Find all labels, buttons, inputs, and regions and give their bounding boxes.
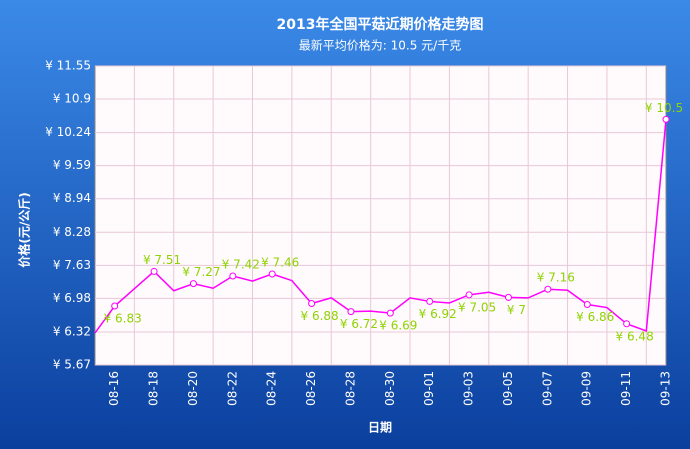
x-tick-label: 08-22 <box>225 371 239 406</box>
data-point <box>347 308 355 316</box>
data-label: ¥ 7.46 <box>261 255 299 269</box>
data-point <box>662 115 670 123</box>
chart-subtitle: 最新平均价格为: 10.5 元/千克 <box>299 38 461 53</box>
data-label: ¥ 6.69 <box>379 319 417 333</box>
data-point <box>544 285 552 293</box>
y-tick-label: ¥ 6.32 <box>53 324 91 338</box>
data-label: ¥ 7.42 <box>222 258 260 272</box>
y-tick-label: ¥ 8.94 <box>53 191 91 205</box>
data-point <box>426 297 434 305</box>
y-tick-label: ¥ 10.24 <box>45 125 91 139</box>
data-point <box>504 293 512 301</box>
x-tick-label: 09-05 <box>501 371 515 406</box>
x-axis-label: 日期 <box>368 420 392 435</box>
data-label: ¥ 7.51 <box>143 253 181 267</box>
y-axis-label: 价格(元/公斤) <box>17 192 32 267</box>
data-point <box>583 300 591 308</box>
y-tick-label: ¥ 6.98 <box>53 291 91 305</box>
x-tick-label: 08-20 <box>186 371 200 406</box>
data-label: ¥ 7.27 <box>182 265 220 279</box>
y-tick-label: ¥ 5.67 <box>53 358 91 372</box>
data-label: ¥ 6.88 <box>301 309 339 323</box>
x-tick-label: 08-16 <box>107 371 121 406</box>
x-tick-label: 09-01 <box>422 371 436 406</box>
x-tick-label: 09-03 <box>462 371 476 406</box>
x-tick-label: 09-13 <box>659 371 673 406</box>
x-tick-label: 08-28 <box>343 371 357 406</box>
data-point <box>229 272 237 280</box>
data-label: ¥ 7.05 <box>458 300 496 314</box>
y-tick-label: ¥ 9.59 <box>53 158 91 172</box>
data-label: ¥ 6.86 <box>576 310 614 324</box>
y-tick-label: ¥ 7.63 <box>53 258 91 272</box>
data-label: ¥ 6.92 <box>419 307 457 321</box>
data-label: ¥ 7 <box>507 303 526 317</box>
x-tick-label: 08-24 <box>265 371 279 406</box>
data-point <box>386 309 394 317</box>
x-tick-label: 08-26 <box>304 371 318 406</box>
data-point <box>465 291 473 299</box>
plot-area <box>94 65 667 366</box>
x-tick-label: 09-09 <box>580 371 594 406</box>
data-point <box>268 270 276 278</box>
data-point <box>150 267 158 275</box>
data-point <box>189 280 197 288</box>
data-label: ¥ 7.16 <box>537 271 575 285</box>
data-point <box>111 302 119 310</box>
data-point <box>308 299 316 307</box>
y-tick-label: ¥ 8.28 <box>53 225 91 239</box>
data-point <box>623 320 631 328</box>
x-tick-label: 08-30 <box>383 371 397 406</box>
data-label: ¥ 10.5 <box>645 101 683 115</box>
chart-title: 2013年全国平菇近期价格走势图 <box>277 16 484 33</box>
x-tick-label: 08-18 <box>147 371 161 406</box>
x-tick-label: 09-07 <box>540 371 554 406</box>
data-label: ¥ 6.83 <box>104 312 142 326</box>
x-tick-label: 09-11 <box>619 371 633 406</box>
data-label: ¥ 6.72 <box>340 317 378 331</box>
y-tick-label: ¥ 10.9 <box>53 92 91 106</box>
data-label: ¥ 6.48 <box>616 329 654 343</box>
y-tick-label: ¥ 11.55 <box>45 59 91 73</box>
